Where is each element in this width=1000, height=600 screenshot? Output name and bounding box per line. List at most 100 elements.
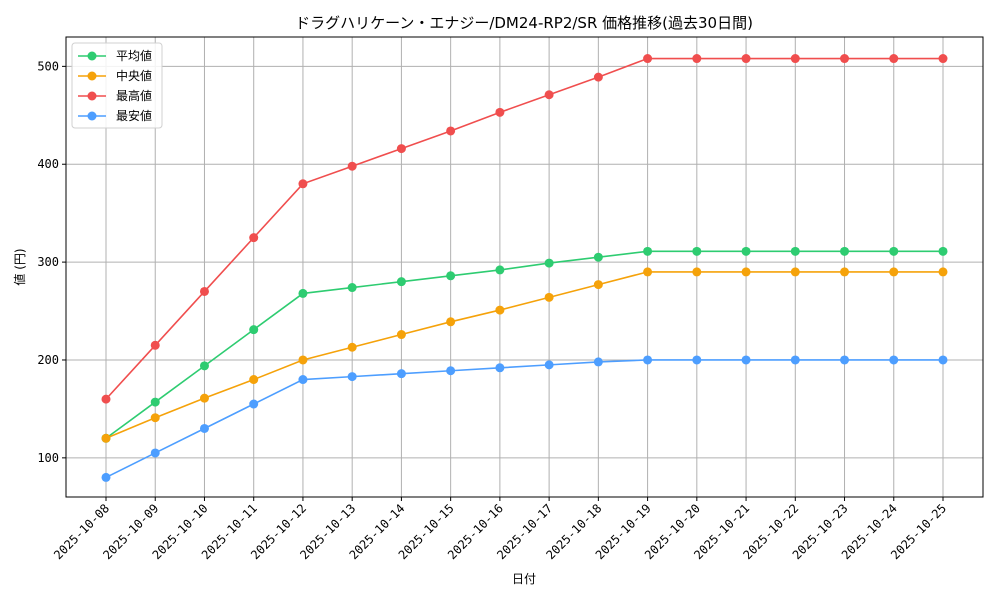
data-point [643, 267, 653, 277]
data-point [938, 54, 948, 64]
data-point [249, 399, 259, 409]
data-point [741, 355, 751, 365]
data-point [593, 280, 603, 290]
series-line [105, 57, 943, 400]
data-point [692, 246, 702, 256]
data-point [840, 355, 850, 365]
data-point [593, 72, 603, 82]
data-point [692, 54, 702, 64]
data-point [249, 375, 259, 385]
series-line [105, 359, 943, 479]
data-point [544, 90, 554, 100]
series-layer [101, 54, 948, 482]
data-point [298, 375, 308, 385]
data-point [249, 325, 259, 335]
data-point [298, 355, 308, 365]
x-axis-label: 日付 [512, 572, 536, 586]
y-tick-label: 500 [37, 59, 59, 73]
data-point [298, 288, 308, 298]
y-tick-label: 300 [37, 255, 59, 269]
data-point [692, 355, 702, 365]
data-point [150, 397, 160, 407]
data-point [199, 361, 209, 371]
data-point [741, 246, 751, 256]
data-point [150, 413, 160, 423]
data-point [199, 423, 209, 433]
data-point [790, 54, 800, 64]
data-point [840, 54, 850, 64]
data-point [495, 363, 505, 373]
data-point [347, 161, 357, 171]
y-tick-label: 100 [37, 451, 59, 465]
series-3 [101, 355, 948, 482]
y-axis-ticks: 100 200 300 400 500 [37, 59, 66, 465]
data-point [396, 277, 406, 287]
data-point [790, 355, 800, 365]
data-point [495, 265, 505, 275]
data-point [396, 330, 406, 340]
legend-label: 最高値 [116, 88, 152, 103]
data-point [199, 286, 209, 296]
data-point [741, 267, 751, 277]
data-point [643, 54, 653, 64]
data-point [692, 267, 702, 277]
data-point [741, 54, 751, 64]
data-point [938, 355, 948, 365]
data-point [199, 393, 209, 403]
legend-label: 平均値 [116, 48, 152, 63]
series-2 [101, 54, 948, 404]
legend-marker [87, 51, 97, 61]
grid-lines [66, 37, 983, 497]
legend-marker [87, 91, 97, 101]
legend-marker [87, 111, 97, 121]
data-point [101, 472, 111, 482]
data-point [938, 267, 948, 277]
plot-frame [65, 36, 984, 498]
y-tick-label: 200 [37, 353, 59, 367]
data-point [347, 342, 357, 352]
data-point [889, 355, 899, 365]
data-point [101, 433, 111, 443]
data-point [249, 233, 259, 243]
series-1 [101, 267, 948, 443]
data-point [495, 305, 505, 315]
legend-label: 中央値 [116, 68, 152, 83]
data-point [889, 267, 899, 277]
data-point [150, 448, 160, 458]
data-point [396, 369, 406, 379]
data-point [790, 246, 800, 256]
data-point [150, 340, 160, 350]
data-point [446, 366, 456, 376]
y-tick-label: 400 [37, 157, 59, 171]
data-point [544, 360, 554, 370]
data-point [643, 355, 653, 365]
data-point [101, 394, 111, 404]
legend-marker [87, 71, 97, 81]
legend-box [71, 42, 163, 129]
data-point [938, 246, 948, 256]
y-axis-label: 値 (円) [12, 248, 27, 285]
series-0 [101, 246, 948, 443]
legend-label: 最安値 [116, 108, 152, 123]
data-point [446, 271, 456, 281]
data-point [593, 252, 603, 262]
data-point [790, 267, 800, 277]
data-point [643, 246, 653, 256]
data-point [889, 54, 899, 64]
data-point [446, 126, 456, 136]
series-line [105, 271, 943, 440]
x-axis-ticks: 2025-10-082025-10-092025-10-102025-10-11… [51, 497, 949, 562]
data-point [396, 144, 406, 154]
chart-title: ドラグハリケーン・エナジー/DM24-RP2/SR 価格推移(過去30日間) [295, 14, 753, 32]
data-point [347, 283, 357, 293]
data-point [889, 246, 899, 256]
data-point [495, 107, 505, 117]
data-point [347, 372, 357, 382]
data-point [840, 246, 850, 256]
data-point [593, 357, 603, 367]
data-point [544, 292, 554, 302]
data-point [298, 179, 308, 189]
data-point [544, 258, 554, 268]
